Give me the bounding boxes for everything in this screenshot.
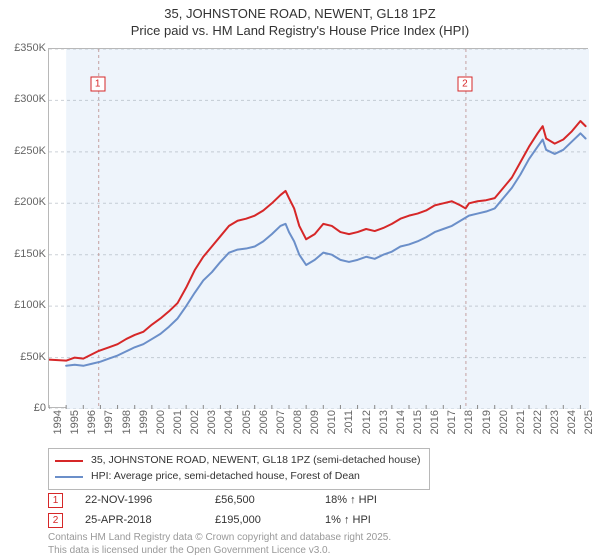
legend-label: HPI: Average price, semi-detached house,…: [91, 469, 360, 485]
transaction-pct: 18% ↑ HPI: [325, 494, 435, 506]
copyright-line-2: This data is licensed under the Open Gov…: [48, 545, 391, 558]
x-tick-label: 1999: [138, 410, 150, 450]
copyright-line-1: Contains HM Land Registry data © Crown c…: [48, 532, 391, 545]
y-tick-label: £200K: [2, 196, 46, 208]
x-tick-label: 2011: [343, 410, 355, 450]
legend-swatch: [55, 476, 83, 478]
title-line-2: Price paid vs. HM Land Registry's House …: [0, 23, 600, 40]
transaction-table: 1 22-NOV-1996£56,50018% ↑ HPI 2 25-APR-2018…: [48, 490, 435, 530]
transaction-price: £195,000: [215, 514, 325, 526]
legend-label: 35, JOHNSTONE ROAD, NEWENT, GL18 1PZ (se…: [91, 453, 421, 469]
legend-item: 35, JOHNSTONE ROAD, NEWENT, GL18 1PZ (se…: [55, 453, 421, 469]
x-tick-label: 2013: [378, 410, 390, 450]
x-tick-label: 2005: [241, 410, 253, 450]
x-tick-label: 1995: [69, 410, 81, 450]
title-line-1: 35, JOHNSTONE ROAD, NEWENT, GL18 1PZ: [0, 6, 600, 23]
chart-marker: 2: [457, 77, 472, 92]
chart-marker: 1: [90, 77, 105, 92]
y-tick-label: £250K: [2, 145, 46, 157]
x-tick-label: 1994: [52, 410, 64, 450]
x-tick-label: 2023: [549, 410, 561, 450]
x-tick-label: 2009: [309, 410, 321, 450]
x-tick-label: 2008: [292, 410, 304, 450]
chart-plot-area: [48, 48, 588, 408]
x-tick-label: 2001: [172, 410, 184, 450]
legend-swatch: [55, 460, 83, 462]
legend-item: HPI: Average price, semi-detached house,…: [55, 469, 421, 485]
x-tick-label: 1998: [121, 410, 133, 450]
y-tick-label: £0: [2, 402, 46, 414]
x-tick-label: 2012: [361, 410, 373, 450]
legend: 35, JOHNSTONE ROAD, NEWENT, GL18 1PZ (se…: [48, 448, 430, 490]
transaction-pct: 1% ↑ HPI: [325, 514, 435, 526]
transaction-marker: 1: [48, 493, 63, 508]
x-tick-label: 2016: [429, 410, 441, 450]
transaction-date: 25-APR-2018: [85, 514, 215, 526]
x-tick-label: 2015: [412, 410, 424, 450]
x-tick-label: 2017: [446, 410, 458, 450]
x-tick-label: 1997: [103, 410, 115, 450]
copyright: Contains HM Land Registry data © Crown c…: [48, 532, 391, 557]
transaction-marker: 2: [48, 513, 63, 528]
transaction-date: 22-NOV-1996: [85, 494, 215, 506]
x-tick-label: 2004: [223, 410, 235, 450]
y-tick-label: £100K: [2, 299, 46, 311]
x-tick-label: 2022: [532, 410, 544, 450]
x-tick-label: 2018: [463, 410, 475, 450]
transaction-row: 1 22-NOV-1996£56,50018% ↑ HPI: [48, 490, 435, 510]
x-tick-label: 2019: [481, 410, 493, 450]
x-tick-label: 1996: [86, 410, 98, 450]
y-tick-label: £300K: [2, 93, 46, 105]
x-tick-label: 2000: [155, 410, 167, 450]
x-tick-label: 2014: [395, 410, 407, 450]
y-tick-label: £150K: [2, 248, 46, 260]
chart-container: 35, JOHNSTONE ROAD, NEWENT, GL18 1PZ Pri…: [0, 0, 600, 560]
x-tick-label: 2020: [498, 410, 510, 450]
transaction-row: 2 25-APR-2018£195,0001% ↑ HPI: [48, 510, 435, 530]
chart-svg: [49, 49, 589, 409]
title-block: 35, JOHNSTONE ROAD, NEWENT, GL18 1PZ Pri…: [0, 0, 600, 40]
x-tick-label: 2025: [583, 410, 595, 450]
x-tick-label: 2007: [275, 410, 287, 450]
transaction-price: £56,500: [215, 494, 325, 506]
x-tick-label: 2002: [189, 410, 201, 450]
x-tick-label: 2024: [566, 410, 578, 450]
x-tick-label: 2021: [515, 410, 527, 450]
x-tick-label: 2010: [326, 410, 338, 450]
y-tick-label: £50K: [2, 351, 46, 363]
x-tick-label: 2006: [258, 410, 270, 450]
y-tick-label: £350K: [2, 42, 46, 54]
x-tick-label: 2003: [206, 410, 218, 450]
